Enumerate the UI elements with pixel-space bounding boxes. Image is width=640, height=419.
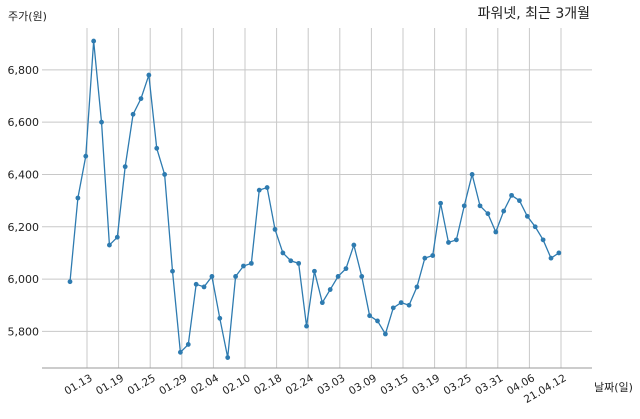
data-point — [438, 200, 443, 206]
data-point — [477, 203, 483, 209]
data-point — [177, 349, 183, 355]
data-point — [99, 119, 104, 125]
data-point — [390, 305, 396, 311]
data-point — [319, 300, 325, 306]
x-tick-labels: 01.13 01.19 01.25 01.29 02.04 02.10 02.18 02.24… — [62, 372, 568, 406]
data-point — [532, 224, 538, 230]
x-tick-label: 03.31 — [473, 372, 505, 397]
data-point — [280, 250, 286, 256]
y-tick-label: 5,800 — [8, 325, 40, 338]
data-point — [272, 226, 278, 232]
x-axis-label: 날짜(일) — [594, 380, 633, 394]
data-point — [398, 300, 404, 306]
data-point — [122, 164, 128, 170]
data-point — [383, 331, 388, 337]
data-point — [296, 260, 302, 266]
series-line — [69, 41, 560, 358]
data-point — [453, 237, 459, 243]
data-point — [114, 234, 120, 240]
data-point — [556, 250, 562, 256]
data-point — [185, 342, 191, 347]
data-point — [375, 318, 380, 324]
data-point — [517, 198, 522, 204]
x-tick-label: 02.04 — [189, 372, 221, 398]
data-point — [138, 96, 144, 102]
data-point — [162, 172, 168, 177]
data-point — [288, 258, 294, 264]
x-tick-label: 01.19 — [94, 372, 126, 397]
data-point — [264, 185, 270, 190]
data-point — [241, 263, 246, 269]
data-point — [469, 172, 475, 177]
data-point — [312, 268, 317, 274]
data-point — [414, 284, 420, 290]
data-point — [430, 253, 436, 258]
x-tick-label: 02.10 — [220, 372, 252, 397]
x-tick-label: 03.15 — [378, 372, 410, 397]
data-point — [327, 287, 333, 292]
data-point — [359, 274, 365, 279]
y-tick-label: 6,000 — [8, 273, 40, 286]
x-tick-label: 01.13 — [62, 372, 94, 397]
data-point — [304, 323, 309, 329]
data-point — [493, 229, 499, 235]
data-point — [335, 274, 341, 279]
data-point — [91, 38, 97, 44]
x-tick-label: 03.19 — [410, 372, 442, 397]
data-point — [446, 240, 451, 245]
data-point — [367, 313, 373, 319]
x-tick-label: 01.29 — [157, 372, 189, 397]
data-point — [461, 203, 467, 209]
x-tick-label: 01.25 — [126, 372, 158, 397]
x-tick-label: 03.09 — [347, 372, 379, 397]
x-tick-label: 03.03 — [315, 372, 347, 397]
y-tick-label: 6,200 — [8, 221, 40, 234]
data-point — [524, 213, 530, 219]
y-tick-labels: 5,800 6,000 6,200 6,400 6,600 6,800 — [8, 64, 40, 339]
data-point — [130, 111, 136, 117]
data-point — [67, 279, 73, 285]
data-point — [83, 153, 89, 159]
data-point — [209, 274, 215, 279]
data-point — [422, 255, 428, 261]
data-point — [75, 195, 81, 201]
data-point — [540, 237, 546, 243]
data-point — [256, 187, 262, 193]
chart-title: 파워넷, 최근 3개월 — [478, 6, 590, 22]
data-point — [351, 242, 357, 248]
data-point — [501, 208, 507, 214]
data-point — [485, 211, 491, 217]
y-gridlines — [42, 69, 592, 332]
data-point — [225, 355, 231, 360]
x-tick-label: 03.25 — [442, 372, 474, 397]
y-tick-label: 6,600 — [8, 116, 40, 129]
data-point — [107, 242, 112, 248]
data-point — [248, 260, 254, 266]
data-point — [201, 284, 207, 290]
data-point — [146, 72, 152, 78]
data-point — [154, 145, 160, 151]
x-tick-label: 02.18 — [252, 372, 284, 397]
data-point — [233, 274, 238, 279]
data-point — [217, 315, 223, 321]
y-axis-label: 주가(원) — [8, 10, 47, 23]
data-point — [406, 302, 412, 308]
x-gridlines — [86, 28, 562, 368]
data-point — [343, 266, 349, 272]
data-point — [193, 281, 199, 287]
data-point — [548, 255, 554, 261]
y-tick-label: 6,800 — [8, 64, 40, 77]
series-points — [67, 38, 562, 360]
x-tick-label: 02.24 — [284, 372, 316, 398]
y-tick-label: 6,400 — [8, 168, 40, 181]
data-point — [509, 192, 514, 198]
data-point — [170, 268, 175, 274]
